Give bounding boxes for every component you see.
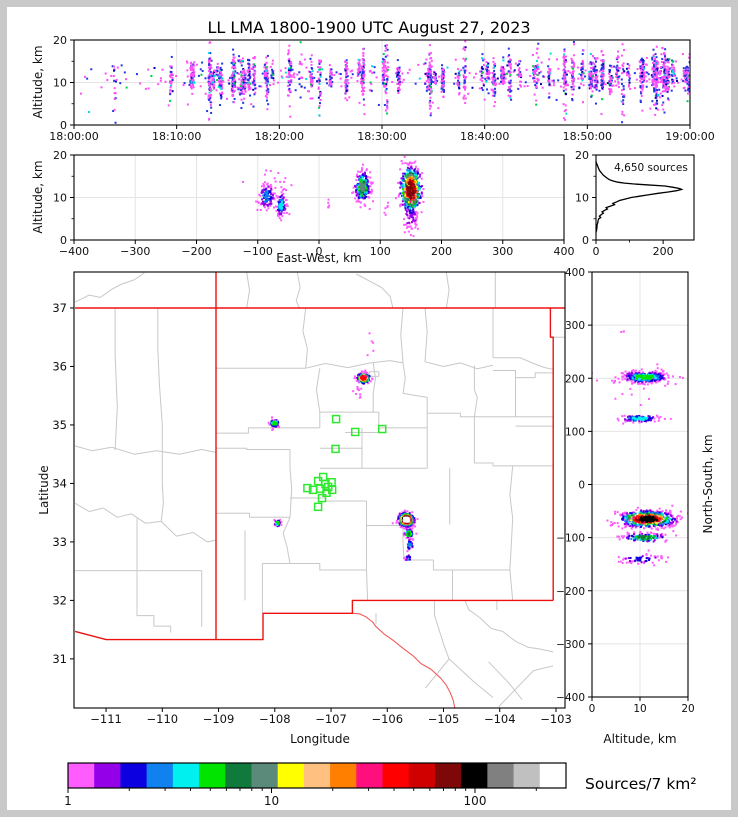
svg-text:20: 20 <box>575 149 589 162</box>
svg-text:10: 10 <box>53 77 67 90</box>
ew-panel-ylabel: Altitude, km <box>31 160 45 234</box>
svg-text:0: 0 <box>582 234 589 247</box>
east_west_panel: −400 −300 −200 −100 0 100 200 300 400 0 10 20 <box>53 149 575 258</box>
svg-text:19:00:00: 19:00:00 <box>665 130 714 143</box>
ns-panel-xlabel: Altitude, km <box>603 732 677 746</box>
svg-text:100: 100 <box>370 245 391 258</box>
svg-text:20: 20 <box>53 149 67 162</box>
svg-text:18:10:00: 18:10:00 <box>152 130 201 143</box>
svg-text:18:00:00: 18:00:00 <box>49 130 98 143</box>
svg-text:0: 0 <box>316 245 323 258</box>
lma-station-marker <box>331 444 340 454</box>
svg-text:10: 10 <box>575 192 589 205</box>
svg-text:400: 400 <box>554 245 575 258</box>
lma-station-marker <box>327 478 336 487</box>
lma-station-marker <box>303 483 312 493</box>
lma-station-marker <box>377 424 387 434</box>
svg-text:−200: −200 <box>181 245 211 258</box>
svg-text:−300: −300 <box>120 245 150 258</box>
ns-panel-ylabel: North-South, km <box>701 434 715 534</box>
colorbar: 1 10 100 <box>64 762 567 808</box>
lma-station-marker <box>313 502 323 512</box>
svg-text:18:20:00: 18:20:00 <box>255 130 304 143</box>
svg-text:200: 200 <box>653 245 674 258</box>
lma-station-marker <box>321 479 330 489</box>
time-panel-ylabel: Altitude, km <box>31 45 45 119</box>
source-count-note: 4,650 sources <box>614 162 688 174</box>
svg-text:−100: −100 <box>243 245 273 258</box>
svg-text:300: 300 <box>492 245 513 258</box>
map-ylabel: Latitude <box>37 465 51 515</box>
svg-text:18:50:00: 18:50:00 <box>563 130 612 143</box>
svg-text:−110: −110 <box>147 712 179 726</box>
source_histogram_panel: 0 200 0 10 20 <box>575 149 695 258</box>
svg-text:0: 0 <box>60 234 67 247</box>
svg-text:200: 200 <box>431 245 452 258</box>
map-xlabel: Longitude <box>290 732 350 746</box>
time_altitude_panel: 18:00:00 18:10:00 18:20:00 18:30:00 18:40:00… <box>49 34 714 143</box>
svg-text:0: 0 <box>593 245 600 258</box>
svg-text:0: 0 <box>60 119 67 132</box>
map_panel: −111 −110 −109 −108 −107 −106 −105 −104 −1033132… <box>52 271 572 726</box>
svg-text:10: 10 <box>53 192 67 205</box>
ew-panel-xlabel: East-West, km <box>276 251 362 265</box>
svg-text:−111: −111 <box>90 712 122 726</box>
lma-figure-svg: 18:00:00 18:10:00 18:20:00 18:30:00 18:40:00… <box>49 34 714 808</box>
page-title: LL LMA 1800-1900 UTC August 27, 2023 <box>207 18 531 37</box>
svg-text:−400: −400 <box>59 245 89 258</box>
svg-text:18:30:00: 18:30:00 <box>357 130 406 143</box>
colorbar-label: Sources/7 km² <box>585 775 697 793</box>
lma-station-marker <box>317 493 327 503</box>
figure-canvas: 18:00:00 18:10:00 18:20:00 18:30:00 18:40:00… <box>7 7 731 810</box>
lma-station-marker <box>331 414 341 424</box>
lma-station-marker <box>350 427 360 437</box>
svg-text:20: 20 <box>53 34 67 47</box>
svg-text:18:40:00: 18:40:00 <box>460 130 509 143</box>
